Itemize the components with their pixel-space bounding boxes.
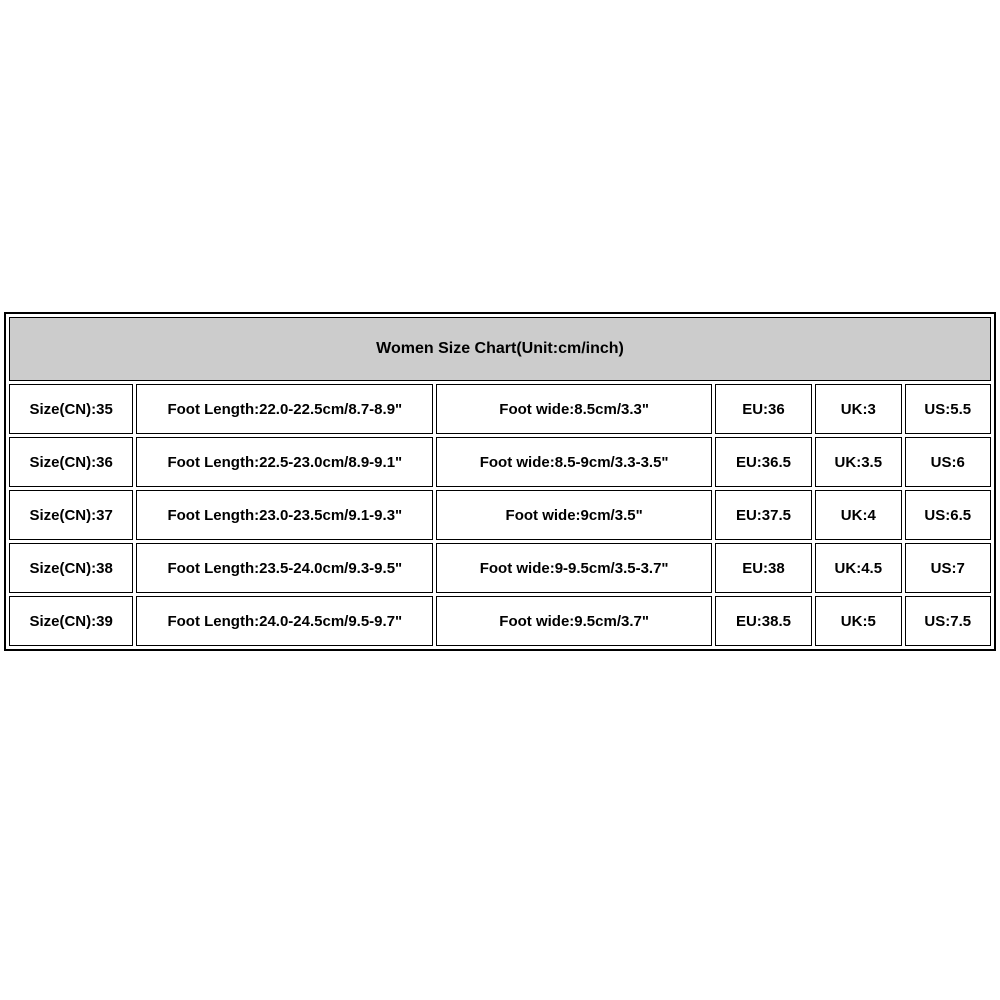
cell-us: US:6 [905, 437, 991, 487]
cell-foot-wide: Foot wide:9.5cm/3.7" [436, 596, 712, 646]
cell-eu: EU:38.5 [715, 596, 812, 646]
cell-foot-wide: Foot wide:8.5cm/3.3" [436, 384, 712, 434]
cell-eu: EU:37.5 [715, 490, 812, 540]
table-row: Size(CN):36 Foot Length:22.5-23.0cm/8.9-… [9, 437, 991, 487]
cell-us: US:7 [905, 543, 991, 593]
cell-eu: EU:36.5 [715, 437, 812, 487]
size-chart-container: Women Size Chart(Unit:cm/inch) Size(CN):… [4, 312, 996, 651]
table-header-row: Women Size Chart(Unit:cm/inch) [9, 317, 991, 381]
cell-uk: UK:5 [815, 596, 901, 646]
cell-us: US:5.5 [905, 384, 991, 434]
cell-foot-wide: Foot wide:8.5-9cm/3.3-3.5" [436, 437, 712, 487]
size-chart-table: Women Size Chart(Unit:cm/inch) Size(CN):… [4, 312, 996, 651]
table-row: Size(CN):39 Foot Length:24.0-24.5cm/9.5-… [9, 596, 991, 646]
cell-foot-length: Foot Length:22.5-23.0cm/8.9-9.1" [136, 437, 433, 487]
table-row: Size(CN):37 Foot Length:23.0-23.5cm/9.1-… [9, 490, 991, 540]
cell-uk: UK:4.5 [815, 543, 901, 593]
cell-size-cn: Size(CN):37 [9, 490, 133, 540]
cell-foot-length: Foot Length:24.0-24.5cm/9.5-9.7" [136, 596, 433, 646]
cell-foot-length: Foot Length:22.0-22.5cm/8.7-8.9" [136, 384, 433, 434]
cell-us: US:7.5 [905, 596, 991, 646]
cell-size-cn: Size(CN):38 [9, 543, 133, 593]
cell-uk: UK:3 [815, 384, 901, 434]
cell-size-cn: Size(CN):36 [9, 437, 133, 487]
cell-foot-length: Foot Length:23.0-23.5cm/9.1-9.3" [136, 490, 433, 540]
cell-us: US:6.5 [905, 490, 991, 540]
cell-eu: EU:36 [715, 384, 812, 434]
cell-size-cn: Size(CN):39 [9, 596, 133, 646]
cell-foot-wide: Foot wide:9-9.5cm/3.5-3.7" [436, 543, 712, 593]
cell-size-cn: Size(CN):35 [9, 384, 133, 434]
cell-uk: UK:3.5 [815, 437, 901, 487]
cell-eu: EU:38 [715, 543, 812, 593]
table-title: Women Size Chart(Unit:cm/inch) [9, 317, 991, 381]
cell-foot-length: Foot Length:23.5-24.0cm/9.3-9.5" [136, 543, 433, 593]
cell-foot-wide: Foot wide:9cm/3.5" [436, 490, 712, 540]
cell-uk: UK:4 [815, 490, 901, 540]
table-row: Size(CN):35 Foot Length:22.0-22.5cm/8.7-… [9, 384, 991, 434]
table-row: Size(CN):38 Foot Length:23.5-24.0cm/9.3-… [9, 543, 991, 593]
